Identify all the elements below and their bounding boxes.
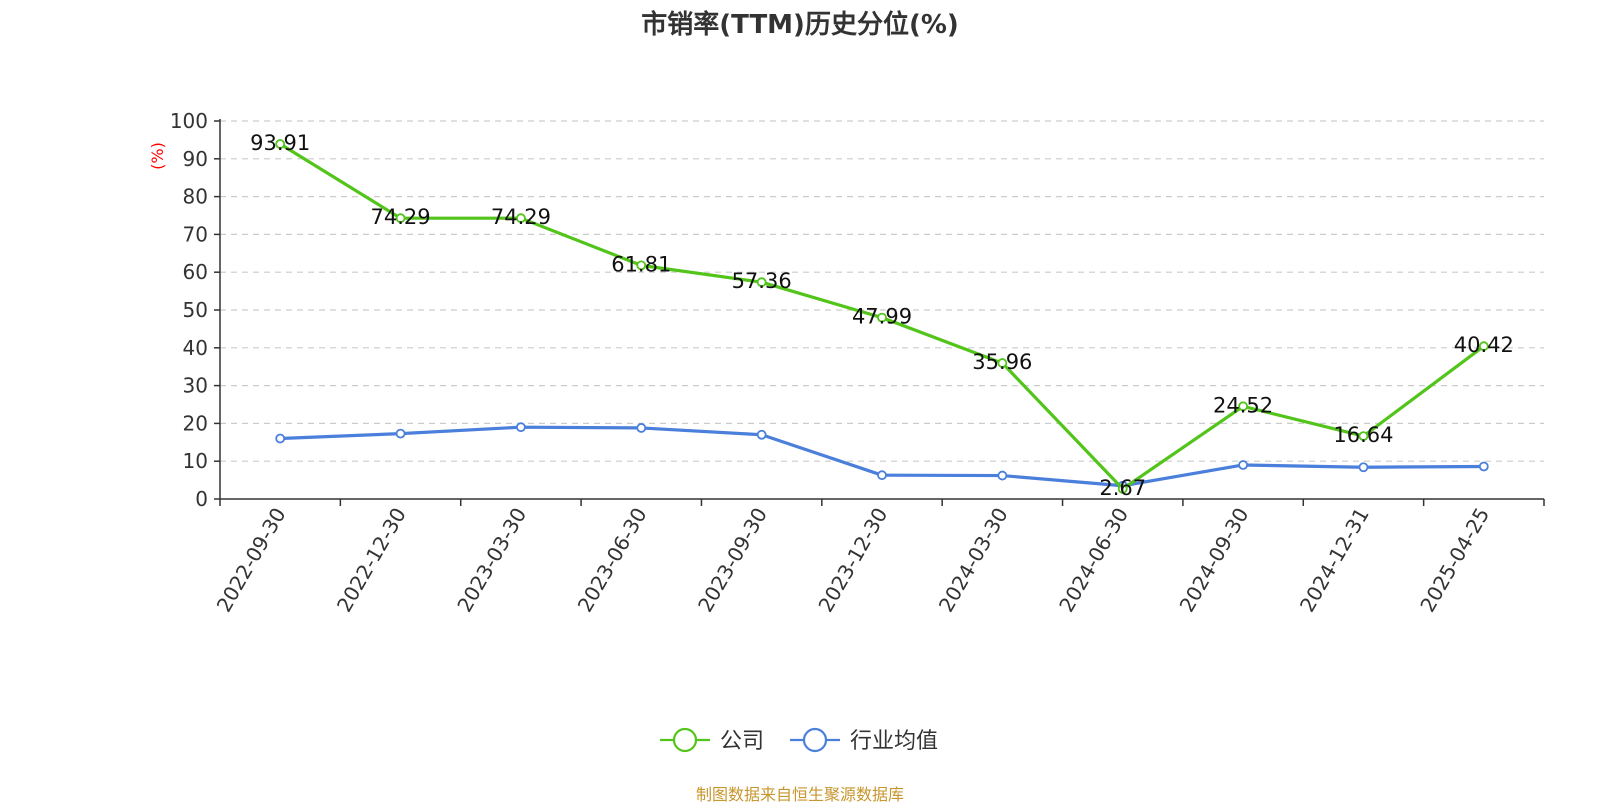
data-point — [1117, 484, 1128, 494]
data-label: 16.64 — [1333, 423, 1393, 447]
y-tick-label: 10 — [183, 449, 208, 473]
data-point — [516, 213, 526, 224]
y-tick-label: 40 — [183, 336, 208, 360]
x-axis: 2022-09-30 2022-12-30 2023-03-30 2023-06-30… — [212, 498, 1545, 617]
legend-marker — [802, 727, 828, 753]
data-labels: 93.91 74.29 74.29 61.81 57.36 47.99 35.96 2.67 2… — [250, 131, 1514, 500]
data-point — [1238, 460, 1248, 470]
data-point — [997, 358, 1008, 368]
y-tick-label: 90 — [183, 147, 208, 171]
x-tick-label: 2023-03-30 — [452, 504, 531, 617]
y-axis: 0 10 20 30 40 50 60 70 80 90 100(%) — [148, 109, 221, 511]
y-tick-label: 100 — [170, 109, 208, 133]
x-tick-label: 2024-12-31 — [1295, 504, 1374, 617]
x-tick-label: 2022-09-30 — [212, 504, 291, 617]
grid-lines — [220, 120, 1544, 462]
data-point — [636, 423, 647, 433]
data-point — [1358, 431, 1369, 442]
data-point — [1238, 401, 1248, 412]
data-point — [395, 213, 406, 224]
y-tick-label: 0 — [195, 487, 208, 511]
data-point — [395, 428, 406, 439]
y-tick-label: 30 — [183, 374, 208, 398]
legend-marker — [672, 727, 698, 753]
data-label: 74.29 — [370, 205, 430, 229]
y-axis-label: (%) — [148, 142, 167, 170]
data-label: 35.96 — [972, 350, 1032, 374]
data-label: 47.99 — [852, 305, 912, 329]
data-label: 74.29 — [491, 205, 551, 229]
data-point — [1358, 462, 1369, 473]
y-tick-label: 20 — [183, 411, 208, 435]
y-tick-label: 70 — [183, 222, 208, 246]
data-label: 2.67 — [1099, 476, 1146, 500]
x-tick-label: 2024-09-30 — [1175, 504, 1254, 617]
x-tick-label: 2023-06-30 — [573, 504, 652, 617]
x-tick-label: 2023-12-30 — [813, 504, 892, 617]
legend-label: 行业均值 — [850, 729, 938, 754]
data-point — [516, 422, 526, 433]
y-tick-label: 80 — [183, 185, 208, 209]
x-tick-label: 2022-12-30 — [332, 504, 411, 617]
data-point — [756, 277, 767, 288]
y-tick-label: 60 — [183, 260, 208, 284]
x-tick-label: 2024-06-30 — [1054, 504, 1133, 617]
data-point — [636, 260, 647, 271]
data-point — [877, 312, 887, 323]
x-tick-label: 2024-03-30 — [934, 504, 1013, 617]
data-label: 24.52 — [1213, 393, 1273, 417]
data-label: 61.81 — [611, 252, 671, 276]
data-label: 57.36 — [732, 269, 792, 293]
series-lines — [275, 139, 1489, 494]
legend: 公司 行业均值 — [660, 727, 938, 754]
data-point — [275, 139, 286, 149]
data-point — [756, 429, 767, 440]
y-tick-label: 50 — [183, 298, 208, 322]
chart-title: 市销率(TTM)历史分位(%) — [641, 10, 959, 40]
data-point — [275, 433, 286, 444]
data-label: 93.91 — [250, 131, 310, 155]
data-point — [877, 470, 887, 481]
data-point — [997, 470, 1008, 481]
data-point — [1478, 461, 1489, 472]
x-tick-label: 2025-04-25 — [1415, 504, 1494, 617]
data-point — [1478, 341, 1489, 352]
source-note: 制图数据来自恒生聚源数据库 — [695, 785, 904, 804]
legend-label: 公司 — [720, 729, 764, 754]
data-label: 40.42 — [1454, 333, 1514, 357]
x-tick-label: 2023-09-30 — [693, 504, 772, 617]
